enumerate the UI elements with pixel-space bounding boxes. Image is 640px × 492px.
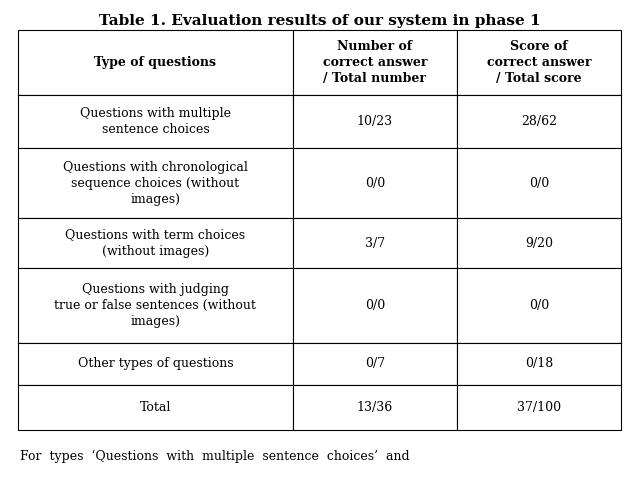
Bar	[457, 148, 621, 218]
Text: 0/0: 0/0	[529, 299, 549, 312]
Bar	[18, 385, 293, 430]
Text: Total: Total	[140, 401, 171, 414]
Bar	[457, 268, 621, 343]
Text: Table 1. Evaluation results of our system in phase 1: Table 1. Evaluation results of our syste…	[99, 14, 541, 28]
Bar	[293, 343, 457, 385]
Bar	[293, 385, 457, 430]
Text: Questions with chronological
sequence choices (without
images): Questions with chronological sequence ch…	[63, 160, 248, 206]
Text: 0/0: 0/0	[529, 177, 549, 189]
Bar	[293, 30, 457, 95]
Bar	[18, 268, 293, 343]
Bar	[457, 30, 621, 95]
Text: 0/18: 0/18	[525, 358, 554, 370]
Bar	[457, 218, 621, 268]
Bar	[18, 218, 293, 268]
Text: 0/7: 0/7	[365, 358, 385, 370]
Bar	[293, 95, 457, 148]
Text: 28/62: 28/62	[521, 115, 557, 128]
Text: 10/23: 10/23	[357, 115, 393, 128]
Bar	[18, 343, 293, 385]
Text: 37/100: 37/100	[517, 401, 561, 414]
Bar	[457, 343, 621, 385]
Text: For  types  ‘Questions  with  multiple  sentence  choices’  and: For types ‘Questions with multiple sente…	[20, 450, 410, 463]
Bar	[18, 95, 293, 148]
Bar	[457, 385, 621, 430]
Text: 9/20: 9/20	[525, 237, 553, 249]
Text: Type of questions: Type of questions	[95, 56, 216, 69]
Bar	[293, 148, 457, 218]
Bar	[18, 148, 293, 218]
Bar	[293, 218, 457, 268]
Bar	[293, 268, 457, 343]
Text: Questions with judging
true or false sentences (without
images): Questions with judging true or false sen…	[54, 283, 257, 328]
Text: Questions with multiple
sentence choices: Questions with multiple sentence choices	[80, 107, 231, 136]
Bar	[18, 30, 293, 95]
Text: Questions with term choices
(without images): Questions with term choices (without ima…	[65, 228, 246, 257]
Text: 3/7: 3/7	[365, 237, 385, 249]
Text: Score of
correct answer
/ Total score: Score of correct answer / Total score	[487, 40, 591, 85]
Text: 0/0: 0/0	[365, 299, 385, 312]
Text: Other types of questions: Other types of questions	[77, 358, 233, 370]
Text: Number of
correct answer
/ Total number: Number of correct answer / Total number	[323, 40, 428, 85]
Bar	[457, 95, 621, 148]
Text: 0/0: 0/0	[365, 177, 385, 189]
Text: 13/36: 13/36	[357, 401, 393, 414]
